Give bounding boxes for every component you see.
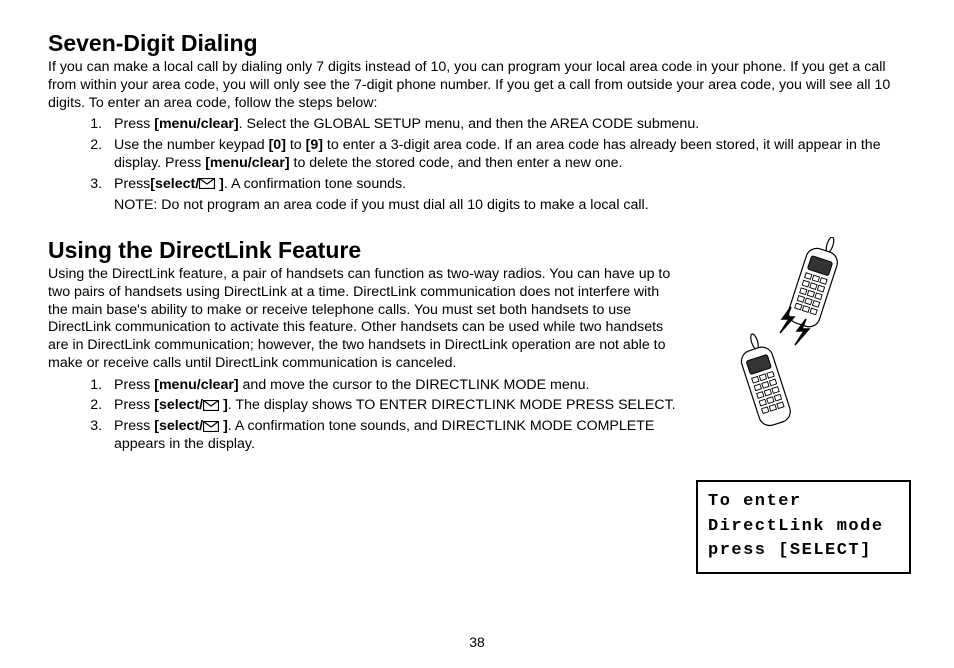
key-select-end: ]: [219, 397, 228, 413]
step-3: Press[select/ ]. A confirmation tone sou…: [106, 176, 906, 216]
key-select: [select/: [154, 418, 203, 434]
text: Use the number keypad: [114, 137, 269, 153]
handsets-illustration: [696, 237, 886, 467]
heading-directlink: Using the DirectLink Feature: [48, 237, 680, 264]
step-3: Press [select/ ]. A confirmation tone so…: [106, 418, 680, 454]
text: Press: [114, 116, 154, 132]
key-menu-clear: [menu/clear]: [154, 377, 238, 393]
text: . The display shows TO ENTER DIRECTLINK …: [228, 397, 676, 413]
key-menu-clear: [menu/clear]: [154, 116, 238, 132]
text: Press: [114, 176, 150, 192]
text: to: [286, 137, 306, 153]
step-1: Press [menu/clear]. Select the GLOBAL SE…: [106, 116, 906, 134]
lcd-line-2: DirectLink mode: [708, 515, 899, 540]
text: . Select the GLOBAL SETUP menu, and then…: [239, 116, 700, 132]
intro-directlink: Using the DirectLink feature, a pair of …: [48, 266, 680, 373]
note: NOTE: Do not program an area code if you…: [114, 197, 906, 215]
envelope-icon: [199, 178, 215, 189]
key-menu-clear: [menu/clear]: [205, 155, 289, 171]
step-2: Use the number keypad [0] to [9] to ente…: [106, 137, 906, 173]
heading-seven-digit: Seven-Digit Dialing: [48, 30, 906, 57]
text: to delete the stored code, and then ente…: [290, 155, 623, 171]
lcd-line-3: press [SELECT]: [708, 539, 899, 564]
text: and move the cursor to the DIRECTLINK MO…: [239, 377, 590, 393]
steps-directlink: Press [menu/clear] and move the cursor t…: [48, 377, 680, 454]
key-0: [0]: [269, 137, 286, 153]
envelope-icon: [203, 421, 219, 432]
text: Press: [114, 377, 154, 393]
key-9: [9]: [306, 137, 323, 153]
text: Press: [114, 397, 154, 413]
lcd-line-1: To enter: [708, 490, 899, 515]
step-2: Press [select/ ]. The display shows TO E…: [106, 397, 680, 415]
key-select-end: ]: [215, 176, 224, 192]
key-select-end: ]: [219, 418, 228, 434]
steps-seven-digit: Press [menu/clear]. Select the GLOBAL SE…: [48, 116, 906, 215]
page-number: 38: [0, 634, 954, 650]
key-select: [select/: [154, 397, 203, 413]
envelope-icon: [203, 400, 219, 411]
intro-seven-digit: If you can make a local call by dialing …: [48, 59, 906, 112]
text: . A confirmation tone sounds.: [224, 176, 406, 192]
lcd-display: To enter DirectLink mode press [SELECT]: [696, 480, 911, 574]
key-select: [select/: [150, 176, 199, 192]
step-1: Press [menu/clear] and move the cursor t…: [106, 377, 680, 395]
text: Press: [114, 418, 154, 434]
